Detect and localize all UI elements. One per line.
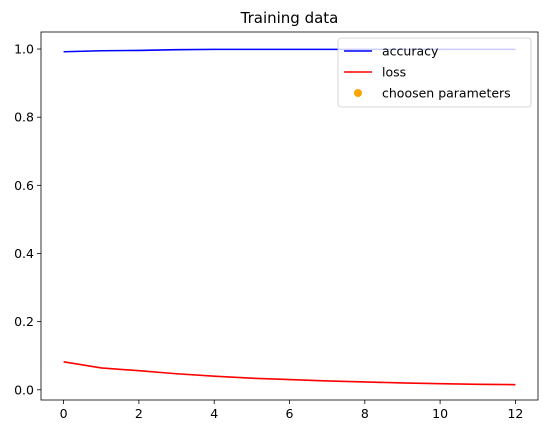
legend: accuracy loss choosen parameters <box>337 37 532 108</box>
legend-label: choosen parameters <box>382 86 511 101</box>
chart-title: Training data <box>240 9 339 27</box>
legend-label: loss <box>382 65 406 80</box>
y-tick-label: 0.4 <box>14 246 34 261</box>
legend-box <box>337 37 532 108</box>
y-axis-ticks: 0.0 0.2 0.4 0.6 0.8 1.0 <box>14 42 41 397</box>
legend-swatch-choosen-parameters <box>354 89 362 97</box>
y-tick-label: 0.2 <box>14 314 34 329</box>
x-axis-ticks: 0 2 4 6 8 10 12 <box>60 400 523 421</box>
x-tick-label: 4 <box>210 406 218 421</box>
y-tick-label: 0.6 <box>14 178 34 193</box>
x-tick-label: 6 <box>286 406 294 421</box>
x-tick-label: 0 <box>60 406 68 421</box>
y-tick-label: 0.8 <box>14 110 34 125</box>
y-tick-label: 0.0 <box>14 382 34 397</box>
x-tick-label: 12 <box>507 406 523 421</box>
series-line-loss <box>63 361 516 386</box>
x-tick-label: 8 <box>361 406 369 421</box>
y-tick-label: 1.0 <box>14 42 34 57</box>
x-tick-label: 10 <box>432 406 448 421</box>
legend-label: accuracy <box>382 44 439 59</box>
x-tick-label: 2 <box>135 406 143 421</box>
